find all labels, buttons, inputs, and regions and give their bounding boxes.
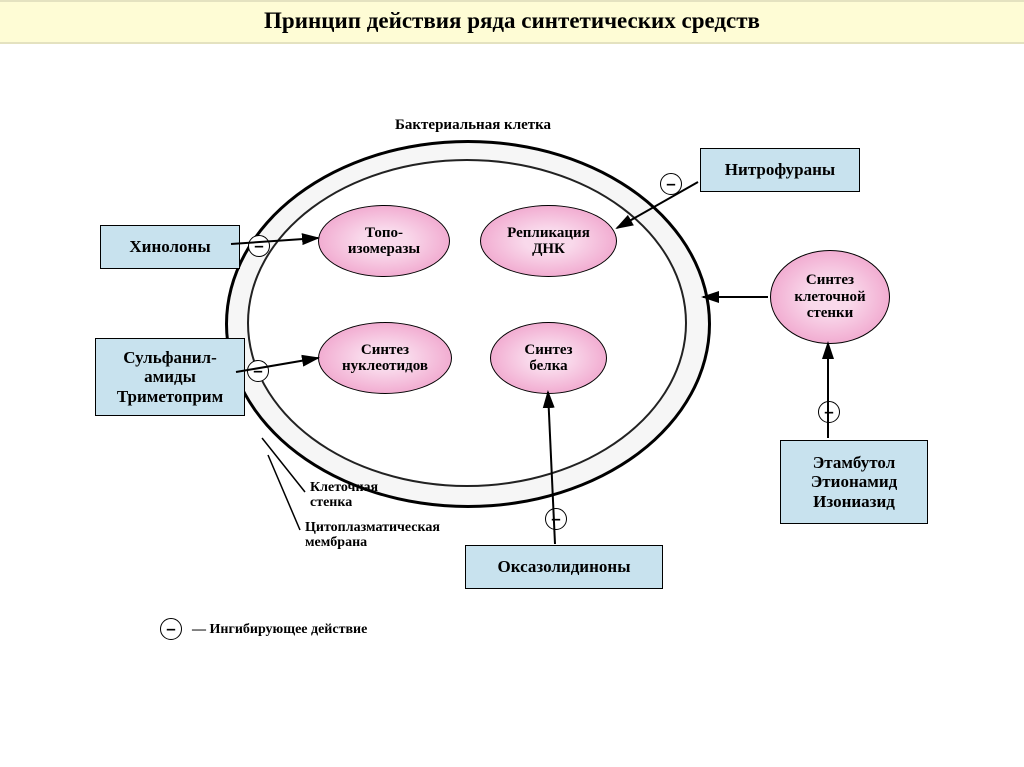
drug-sulfanilamides: Сульфанил- амиды Триметоприм	[95, 338, 245, 416]
inhibit-icon	[545, 508, 567, 530]
target-topoisomerases: Топо- изомеразы	[318, 205, 450, 277]
inhibit-icon	[660, 173, 682, 195]
target-dna-replication: Репликация ДНК	[480, 205, 617, 277]
cell-inner-cytoplasm	[247, 159, 687, 487]
target-wall-synth: Синтез клеточной стенки	[770, 250, 890, 344]
drug-ethambutol-group: Этамбутол Этионамид Изониазид	[780, 440, 928, 524]
membrane-label: Цитоплазматическая мембрана	[305, 520, 440, 551]
cell-label: Бактериальная клетка	[395, 117, 551, 134]
drug-nitrofurans: Нитрофураны	[700, 148, 860, 192]
title-text: Принцип действия ряда синтетических сред…	[264, 8, 760, 33]
inhibit-icon	[247, 360, 269, 382]
legend-text: — Ингибирующее действие	[192, 622, 367, 638]
inhibit-icon	[818, 401, 840, 423]
target-protein-synth: Синтез белка	[490, 322, 607, 394]
drug-quinolones: Хинолоны	[100, 225, 240, 269]
page-title: Принцип действия ряда синтетических сред…	[0, 0, 1024, 44]
diagram-canvas: Бактериальная клетка Топо- изомеразы Реп…	[0, 60, 1024, 760]
target-nucleotide-synth: Синтез нуклеотидов	[318, 322, 452, 394]
legend-inhibit-icon	[160, 618, 182, 640]
drug-oxazolidinones: Оксазолидиноны	[465, 545, 663, 589]
inhibit-icon	[248, 235, 270, 257]
wall-label: Клеточная стенка	[310, 480, 378, 511]
